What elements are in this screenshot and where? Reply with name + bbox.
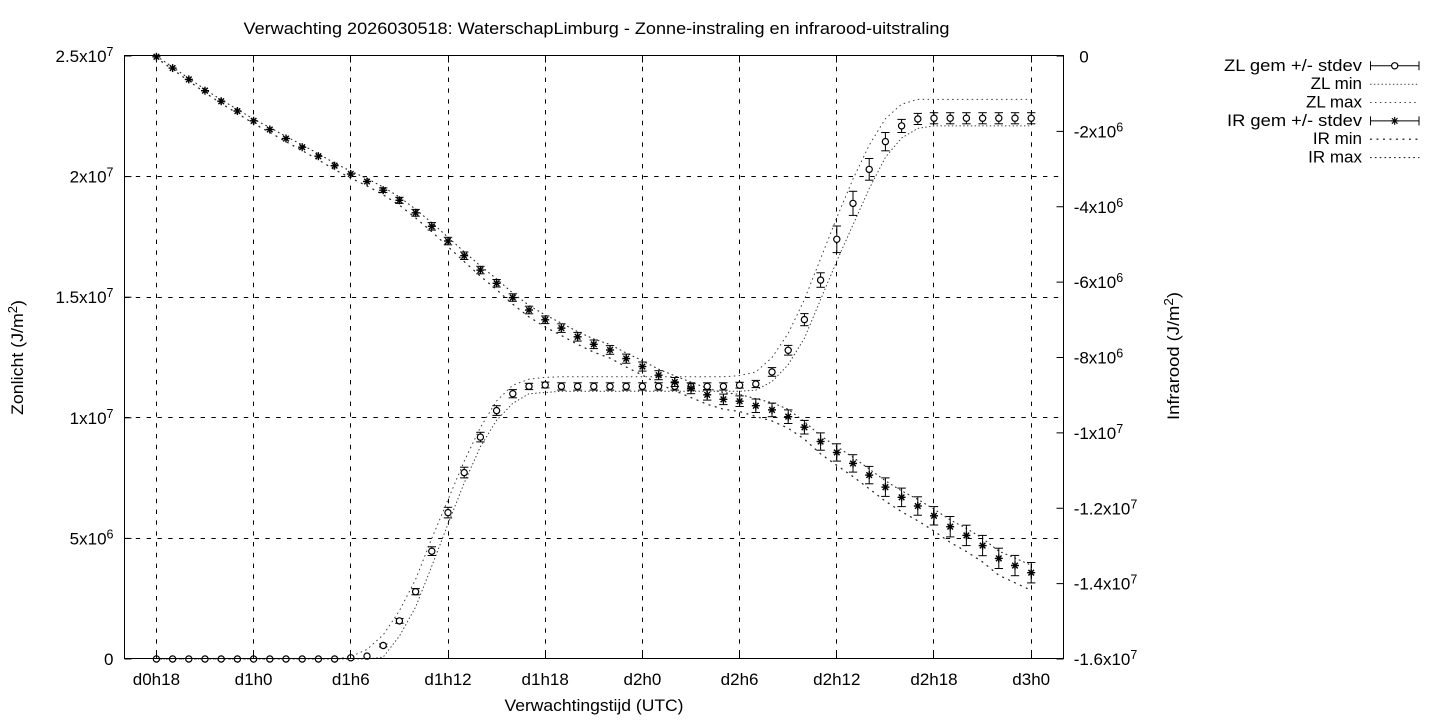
svg-text:d1h18: d1h18 [522,670,569,689]
svg-text:d3h0: d3h0 [1012,670,1050,689]
svg-text:Verwachtingstijd (UTC): Verwachtingstijd (UTC) [505,696,684,715]
svg-text:-8x106: -8x106 [1074,347,1124,368]
svg-text:0: 0 [104,650,113,669]
svg-text:1x107: 1x107 [70,407,114,428]
svg-text:ZL gem +/- stdev: ZL gem +/- stdev [1224,56,1363,75]
svg-text:d2h12: d2h12 [813,670,860,689]
svg-text:5x106: 5x106 [70,527,114,548]
svg-text:IR max: IR max [1308,148,1362,167]
svg-text:d2h6: d2h6 [721,670,759,689]
svg-text:-4x106: -4x106 [1074,196,1124,217]
svg-text:Verwachting 2026030518: Waters: Verwachting 2026030518: WaterschapLimbur… [244,19,950,38]
svg-text:-6x106: -6x106 [1074,271,1124,292]
svg-text:d2h18: d2h18 [910,670,957,689]
svg-text:-1.4x107: -1.4x107 [1074,573,1138,594]
svg-text:d0h18: d0h18 [133,670,180,689]
svg-text:0: 0 [1079,48,1088,67]
svg-text:1.5x107: 1.5x107 [56,286,114,307]
svg-text:-2x106: -2x106 [1074,120,1124,141]
svg-text:Zonlicht (J/m2): Zonlicht (J/m2) [6,300,27,415]
svg-text:Infrarood (J/m2): Infrarood (J/m2) [1162,292,1183,420]
svg-text:d1h0: d1h0 [235,670,273,689]
svg-text:d1h6: d1h6 [332,670,370,689]
svg-text:IR min: IR min [1313,129,1362,148]
svg-text:IR gem +/- stdev: IR gem +/- stdev [1227,111,1363,130]
svg-text:2x107: 2x107 [70,166,114,187]
svg-text:d1h12: d1h12 [424,670,471,689]
svg-text:-1.2x107: -1.2x107 [1074,497,1138,518]
svg-text:-1x107: -1x107 [1074,422,1124,443]
svg-text:-1.6x107: -1.6x107 [1074,648,1138,669]
svg-text:ZL max: ZL max [1306,93,1363,112]
svg-text:2.5x107: 2.5x107 [56,45,114,66]
svg-text:d2h0: d2h0 [623,670,661,689]
svg-text:ZL min: ZL min [1311,74,1362,93]
